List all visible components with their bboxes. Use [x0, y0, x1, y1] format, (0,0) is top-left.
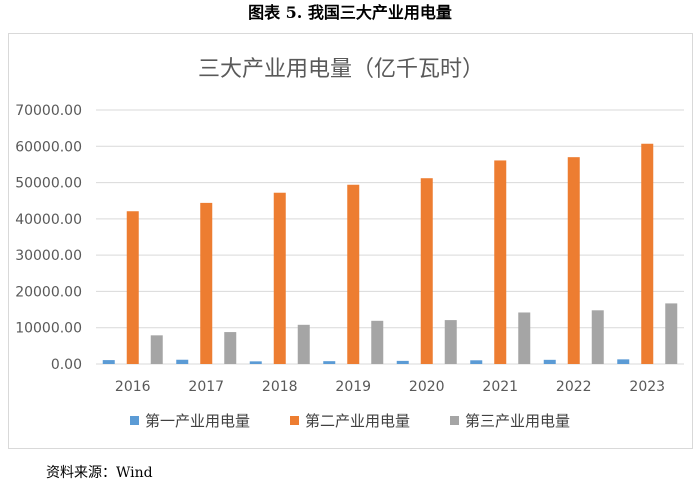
legend-swatch — [129, 416, 139, 425]
x-tick-label: 2019 — [335, 379, 371, 395]
y-tick-label: 10000.00 — [15, 321, 82, 337]
bar-2-2020 — [420, 178, 433, 364]
bar-1-2020 — [396, 360, 409, 364]
x-tick-label: 2018 — [262, 379, 298, 395]
bar-1-2021 — [470, 360, 483, 364]
bar-3-2021 — [518, 312, 531, 364]
bar-2-2019 — [347, 184, 360, 364]
legend-swatch — [450, 416, 459, 425]
legend-label: 第三产业用电量 — [465, 412, 571, 430]
y-tick-label: 30000.00 — [15, 248, 82, 264]
bar-2-2017 — [200, 202, 213, 364]
source-note: 资料来源：Wind — [46, 465, 153, 481]
bar-2-2018 — [273, 192, 286, 364]
legend-swatch — [289, 416, 299, 425]
legend-label: 第一产业用电量 — [144, 412, 250, 430]
bar-3-2023 — [665, 303, 678, 364]
legend-item: 第三产业用电量 — [450, 410, 570, 431]
y-tick-label: 20000.00 — [15, 284, 82, 300]
x-tick-label: 2021 — [482, 379, 518, 395]
legend-item: 第二产业用电量 — [289, 410, 410, 431]
y-tick-label: 0.00 — [51, 357, 82, 373]
y-tick-label: 40000.00 — [15, 212, 82, 228]
y-tick-label: 70000.00 — [15, 103, 82, 119]
bar-2-2021 — [494, 160, 507, 364]
figure-caption: 图表 5. 我国三大产业用电量 — [248, 3, 452, 22]
bar-2-2023 — [641, 143, 654, 364]
x-tick-label: 2023 — [629, 379, 665, 395]
bar-1-2023 — [617, 359, 630, 364]
x-tick-label: 2016 — [115, 379, 151, 395]
bar-1-2019 — [323, 361, 336, 364]
chart-legend: 第一产业用电量 第二产业用电量 第三产业用电量 — [0, 410, 700, 431]
y-tick-label: 50000.00 — [15, 176, 82, 192]
x-tick-label: 2017 — [188, 379, 224, 395]
bar-1-2016 — [102, 360, 115, 364]
x-tick-label: 2022 — [556, 379, 592, 395]
chart-title: 三大产业用电量（亿千瓦时） — [198, 57, 484, 82]
bar-1-2022 — [543, 359, 556, 364]
bar-3-2017 — [224, 332, 237, 364]
bar-2-2016 — [126, 211, 139, 364]
bar-1-2018 — [249, 361, 262, 364]
bar-2-2022 — [567, 157, 580, 364]
legend-item: 第一产业用电量 — [129, 410, 250, 431]
legend-label: 第二产业用电量 — [304, 412, 410, 430]
bar-3-2020 — [444, 320, 457, 364]
bar-3-2018 — [297, 324, 310, 364]
bar-1-2017 — [176, 359, 189, 364]
bar-3-2022 — [591, 310, 604, 364]
bar-3-2016 — [150, 335, 163, 364]
x-tick-label: 2020 — [409, 379, 445, 395]
y-tick-label: 60000.00 — [15, 139, 82, 155]
bar-3-2019 — [371, 320, 384, 364]
